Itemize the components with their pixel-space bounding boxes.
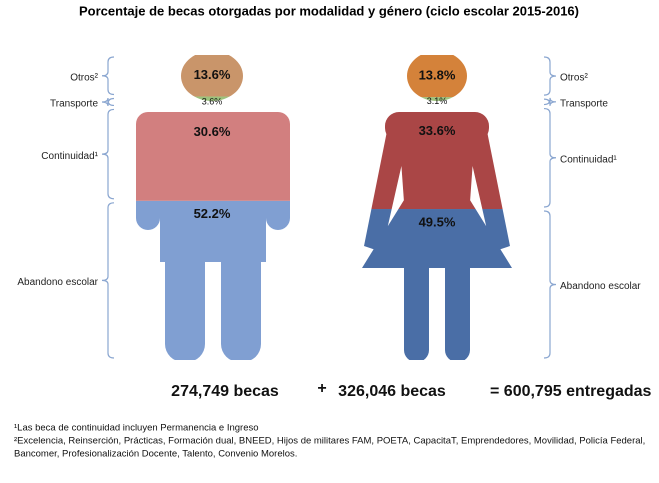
bracket [101, 56, 115, 96]
total-label: 274,749 becas [171, 383, 279, 400]
segment [362, 106, 512, 210]
footnote: ²Excelencia, Reinserción, Prácticas, For… [14, 436, 645, 447]
category-label: Otros² [70, 72, 98, 83]
footnote: ¹Las beca de continuidad incluyen Perman… [14, 423, 259, 434]
total-label: 326,046 becas [338, 383, 446, 400]
value-label: 49.5% [419, 214, 456, 229]
category-label: Otros² [560, 73, 588, 84]
value-label: 13.6% [194, 67, 231, 82]
segment [136, 107, 290, 201]
grand-total: = 600,795 entregadas [490, 383, 652, 400]
category-label: Continuidad¹ [41, 151, 98, 162]
value-label: 3.6% [202, 96, 223, 106]
value-label: 33.6% [419, 123, 456, 138]
value-label: 30.6% [194, 124, 231, 139]
bracket [543, 56, 557, 96]
segment [136, 200, 290, 360]
bracket [101, 97, 115, 107]
bracket [543, 107, 557, 208]
category-label: Transporte [50, 99, 98, 110]
category-label: Abandono escolar [17, 277, 98, 288]
bracket [543, 210, 557, 359]
value-label: 52.2% [194, 206, 231, 221]
chart-title: Porcentaje de becas otorgadas por modali… [79, 3, 579, 18]
bracket [101, 108, 115, 200]
bracket [543, 97, 557, 106]
operator: + [317, 380, 326, 397]
category-label: Continuidad¹ [560, 154, 617, 165]
segment [362, 209, 512, 360]
footnote: Bancomer, Profesionalización Docente, Ta… [14, 449, 297, 460]
category-label: Abandono escolar [560, 281, 641, 292]
category-label: Transporte [560, 98, 608, 109]
value-label: 13.8% [419, 67, 456, 82]
value-label: 3.1% [427, 96, 448, 106]
bracket [101, 202, 115, 359]
